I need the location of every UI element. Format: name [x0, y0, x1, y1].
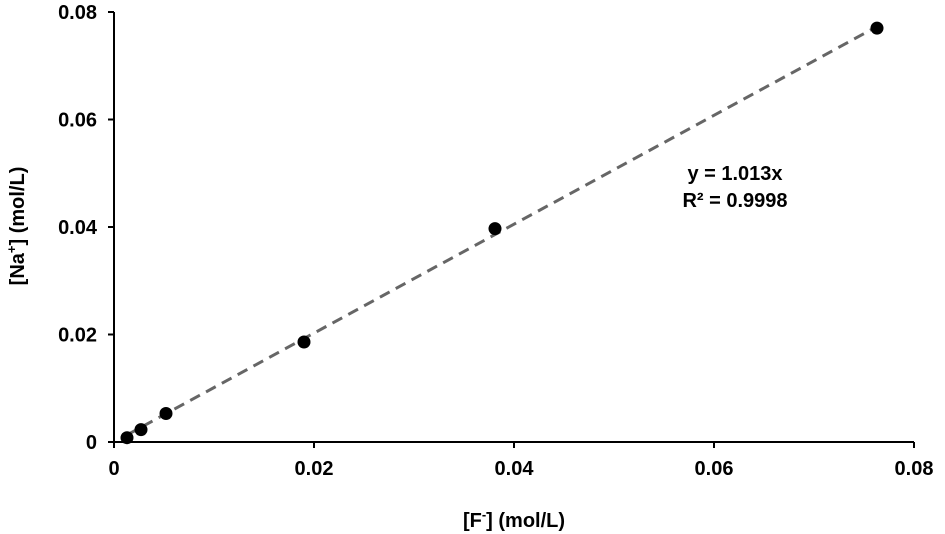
y-tick-label: 0	[86, 432, 97, 454]
data-point	[297, 335, 311, 349]
data-point	[159, 407, 173, 421]
x-tick-label: 0.02	[295, 458, 334, 480]
y-tick-label: 0.06	[58, 110, 97, 132]
x-axis-title-rest: ] (mol/L)	[486, 510, 565, 532]
x-axis-ticks: 0 0.02 0.04 0.06 0.08	[108, 442, 933, 480]
trendline	[126, 25, 878, 437]
y-tick-label: 0.02	[58, 325, 97, 347]
data-point	[134, 423, 148, 437]
y-axis-ticks: 0 0.02 0.04 0.06 0.08	[58, 2, 114, 454]
y-tick-label: 0.04	[58, 217, 98, 239]
y-axis-title-base: [Na	[7, 252, 29, 285]
x-tick-label: 0.04	[495, 458, 535, 480]
data-point	[870, 21, 884, 35]
y-tick-label: 0.08	[58, 2, 97, 24]
x-axis-title-superscript: -	[482, 507, 486, 522]
y-axis-title-rest: ] (mol/L)	[7, 167, 29, 246]
x-tick-label: 0.06	[695, 458, 734, 480]
y-axis-title-superscript: +	[4, 245, 19, 253]
x-axis-title: [F-] (mol/L)	[463, 507, 565, 532]
chart-marks-layer	[120, 21, 884, 445]
x-axis-title-base: [F	[463, 510, 482, 532]
trendline-equation-label: y = 1.013x	[687, 163, 782, 185]
y-axis-title: [Na+] (mol/L)	[4, 167, 29, 286]
x-tick-label: 0.08	[895, 458, 934, 480]
data-point	[120, 431, 134, 445]
data-point	[488, 222, 502, 236]
x-tick-label: 0	[108, 458, 119, 480]
r-squared-label: R² = 0.9998	[682, 190, 787, 212]
